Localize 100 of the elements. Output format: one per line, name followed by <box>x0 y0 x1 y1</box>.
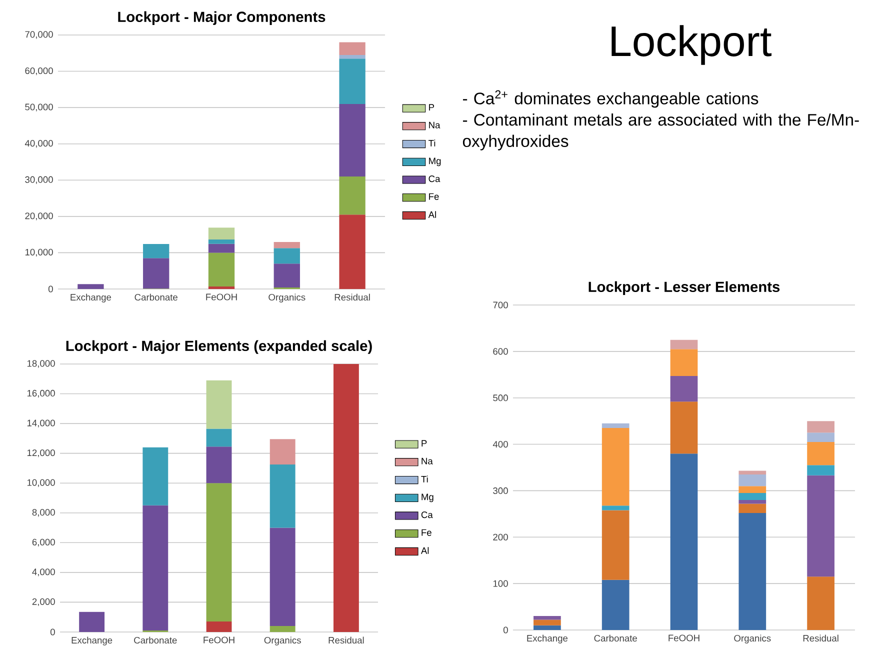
bar <box>670 340 698 350</box>
bar <box>807 442 834 466</box>
x-tick-label: Residual <box>803 634 838 642</box>
bar <box>670 349 698 376</box>
bar <box>670 402 698 454</box>
y-tick-label: 100 <box>493 580 508 587</box>
y-tick-label: 700 <box>493 302 508 308</box>
y-tick-label: 4,000 <box>32 568 55 576</box>
bar <box>534 616 561 620</box>
x-tick-label: Carbonate <box>594 634 637 642</box>
bar <box>270 528 296 626</box>
legend-label: Ca <box>428 176 440 182</box>
bar <box>339 42 366 55</box>
bar <box>807 465 834 476</box>
legend-label: Al <box>420 547 429 554</box>
legend-label: Mg <box>422 494 434 502</box>
legend-label: Na <box>422 458 433 464</box>
chart-title: Lockport - Major Components <box>118 11 326 25</box>
y-tick-label: 14,000 <box>27 420 55 428</box>
bar <box>339 104 366 177</box>
bar <box>208 252 235 286</box>
y-tick-label: 600 <box>493 348 508 355</box>
bar <box>807 432 834 442</box>
bar <box>206 446 232 484</box>
y-tick-label: 10,000 <box>27 479 55 487</box>
legend-label: Na <box>429 122 440 128</box>
bar <box>807 475 834 577</box>
x-tick-label: Exchange <box>72 636 112 646</box>
y-tick-label: 60,000 <box>25 67 53 76</box>
bar <box>534 625 561 630</box>
y-tick-label: 0 <box>503 626 508 634</box>
bar <box>79 612 105 632</box>
bar <box>208 239 235 244</box>
chart-title: Lockport - Major Elements (expanded scale) <box>66 340 372 354</box>
bar <box>274 242 300 248</box>
bar <box>142 505 168 630</box>
bar <box>333 364 359 632</box>
bar <box>142 447 168 506</box>
legend-label: Ti <box>428 140 436 146</box>
legend-label: P <box>422 440 427 447</box>
bar <box>208 286 235 289</box>
bar <box>738 470 766 474</box>
x-tick-label: Organics <box>264 636 301 646</box>
bar <box>78 284 104 289</box>
y-tick-label: 500 <box>493 394 508 402</box>
legend-label: Fe <box>429 193 439 200</box>
bar <box>206 380 232 429</box>
y-tick-label: 2,000 <box>32 598 55 606</box>
y-tick-label: 0 <box>50 628 55 636</box>
bar <box>208 228 235 240</box>
bar <box>339 214 366 289</box>
bar <box>602 510 630 580</box>
bar <box>206 622 232 632</box>
bar <box>208 244 235 253</box>
bar <box>602 506 630 510</box>
y-tick-label: 30,000 <box>25 176 53 184</box>
legend-label: Mg <box>429 158 441 166</box>
chart-title: Lockport - Lesser Elements <box>588 281 780 295</box>
bar <box>534 620 561 626</box>
y-tick-label: 8,000 <box>32 509 55 517</box>
y-tick-label: 400 <box>492 440 508 448</box>
bar <box>738 512 766 630</box>
y-tick-label: 300 <box>493 487 508 494</box>
legend-label: P <box>429 104 434 111</box>
x-tick-label: FeOOH <box>204 636 234 644</box>
x-tick-label: Carbonate <box>134 294 178 301</box>
bar <box>738 486 766 494</box>
bar <box>339 58 366 104</box>
x-tick-label: Exchange <box>527 634 568 644</box>
bar <box>270 464 296 528</box>
legend-label: Al <box>428 211 436 218</box>
bar <box>143 258 170 289</box>
bar <box>270 439 296 464</box>
y-tick-label: 200 <box>493 534 508 540</box>
bar <box>738 474 766 486</box>
legend-label: Ca <box>421 512 433 518</box>
bar <box>339 176 366 215</box>
y-tick-label: 18,000 <box>27 360 55 368</box>
bar <box>738 493 766 500</box>
x-tick-label: Organics <box>734 634 771 644</box>
bar <box>270 626 296 632</box>
y-tick-label: 40,000 <box>24 140 53 148</box>
x-tick-label: Carbonate <box>134 636 177 644</box>
bar <box>143 244 170 258</box>
bar <box>274 248 300 264</box>
bar <box>339 54 366 59</box>
bar <box>670 454 698 630</box>
legend-label: Fe <box>422 529 432 536</box>
text: - Ca$^{2+}$ dominates exchangeable cations <box>463 90 758 108</box>
bar <box>206 428 232 447</box>
bar <box>602 423 630 428</box>
bar <box>602 580 630 630</box>
bar <box>206 483 232 622</box>
x-tick-label: FeOOH <box>668 634 700 642</box>
legend-label: Ti <box>421 476 428 482</box>
y-tick-label: 20,000 <box>25 212 53 220</box>
bar <box>807 576 834 630</box>
y-tick-label: 50,000 <box>25 104 53 112</box>
y-tick-label: 0 <box>48 286 53 292</box>
bar <box>807 421 834 433</box>
